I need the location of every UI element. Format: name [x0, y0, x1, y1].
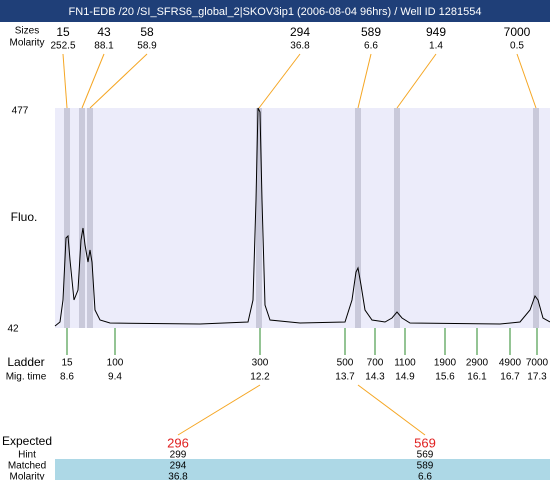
mig-time: 13.7	[335, 372, 355, 383]
peak-molarity: 58.9	[137, 41, 157, 52]
row-value: 299	[170, 450, 187, 461]
connector	[357, 384, 426, 436]
plot-area	[55, 108, 550, 328]
sizes-label: Sizes	[15, 26, 39, 37]
peak-band	[394, 108, 400, 328]
trace	[54, 107, 550, 327]
peak-molarity: 252.5	[50, 41, 75, 52]
peak-connector	[89, 53, 148, 109]
peak-band	[533, 108, 539, 328]
peak-connector	[258, 53, 301, 109]
mig-time: 17.3	[527, 372, 547, 383]
row-value: 589	[417, 461, 434, 472]
mig-time: 16.1	[467, 372, 487, 383]
title-bar	[0, 0, 550, 22]
ladder-size: 100	[107, 358, 124, 369]
mig-time: 12.2	[250, 372, 270, 383]
mig-time: 8.6	[60, 372, 74, 383]
row-value: 569	[417, 450, 434, 461]
peak-molarity: 6.6	[364, 41, 378, 52]
peak-size: 589	[361, 25, 381, 39]
peak-molarity: 36.8	[290, 41, 310, 52]
mig-time: 16.7	[500, 372, 520, 383]
ladder-size: 4900	[499, 358, 522, 369]
mig-time: 14.3	[365, 372, 385, 383]
ladder-size: 700	[367, 358, 384, 369]
expected-label: Expected	[2, 434, 52, 448]
ladder-size: 500	[337, 358, 354, 369]
ladder-size: 1100	[394, 358, 416, 369]
row-label: Hint	[18, 450, 36, 461]
mig-time: 14.9	[395, 372, 415, 383]
ladder-size: 7000	[526, 358, 549, 369]
peak-connector	[81, 53, 105, 109]
peak-molarity: 88.1	[94, 41, 114, 52]
peak-size: 15	[56, 25, 70, 39]
mig-time: 15.6	[435, 372, 455, 383]
matched-bg	[55, 459, 550, 480]
peak-band	[87, 108, 93, 328]
peak-molarity: 1.4	[429, 41, 443, 52]
y-label: Fluo.	[11, 210, 38, 224]
peak-size: 7000	[504, 25, 531, 39]
peak-band	[79, 108, 85, 328]
peak-connector	[516, 53, 537, 109]
ladder-size: 300	[252, 358, 269, 369]
mig-time: 9.4	[108, 372, 122, 383]
row-value: 36.8	[168, 472, 188, 480]
peak-connector	[396, 53, 437, 109]
peak-size: 43	[97, 25, 111, 39]
connector	[177, 384, 261, 436]
peak-connector	[357, 53, 372, 109]
row-value: 294	[170, 461, 187, 472]
peak-size: 949	[426, 25, 446, 39]
title: FN1-EDB /20 /SI_SFRS6_global_2|SKOV3ip1 …	[69, 6, 482, 18]
peak-size: 58	[140, 25, 154, 39]
ladder-label: Ladder	[7, 355, 44, 369]
peak-size: 294	[290, 25, 310, 39]
peak-connector	[62, 53, 68, 109]
ladder-size: 1900	[434, 358, 457, 369]
molarity-label: Molarity	[9, 38, 44, 49]
time-label: Mig. time	[6, 372, 47, 383]
peak-band	[64, 108, 70, 328]
ladder-size: 2900	[466, 358, 489, 369]
y-top: 477	[12, 106, 29, 117]
peak-band	[256, 108, 262, 328]
peak-molarity: 0.5	[510, 41, 524, 52]
ladder-size: 15	[61, 358, 73, 369]
row-value: 6.6	[418, 472, 432, 480]
expected-value: 296	[167, 435, 189, 450]
expected-value: 569	[414, 435, 436, 450]
peak-band	[355, 108, 361, 328]
row-label: Matched	[8, 461, 46, 472]
row-label: Molarity	[9, 472, 44, 480]
y-bottom: 42	[7, 324, 19, 335]
